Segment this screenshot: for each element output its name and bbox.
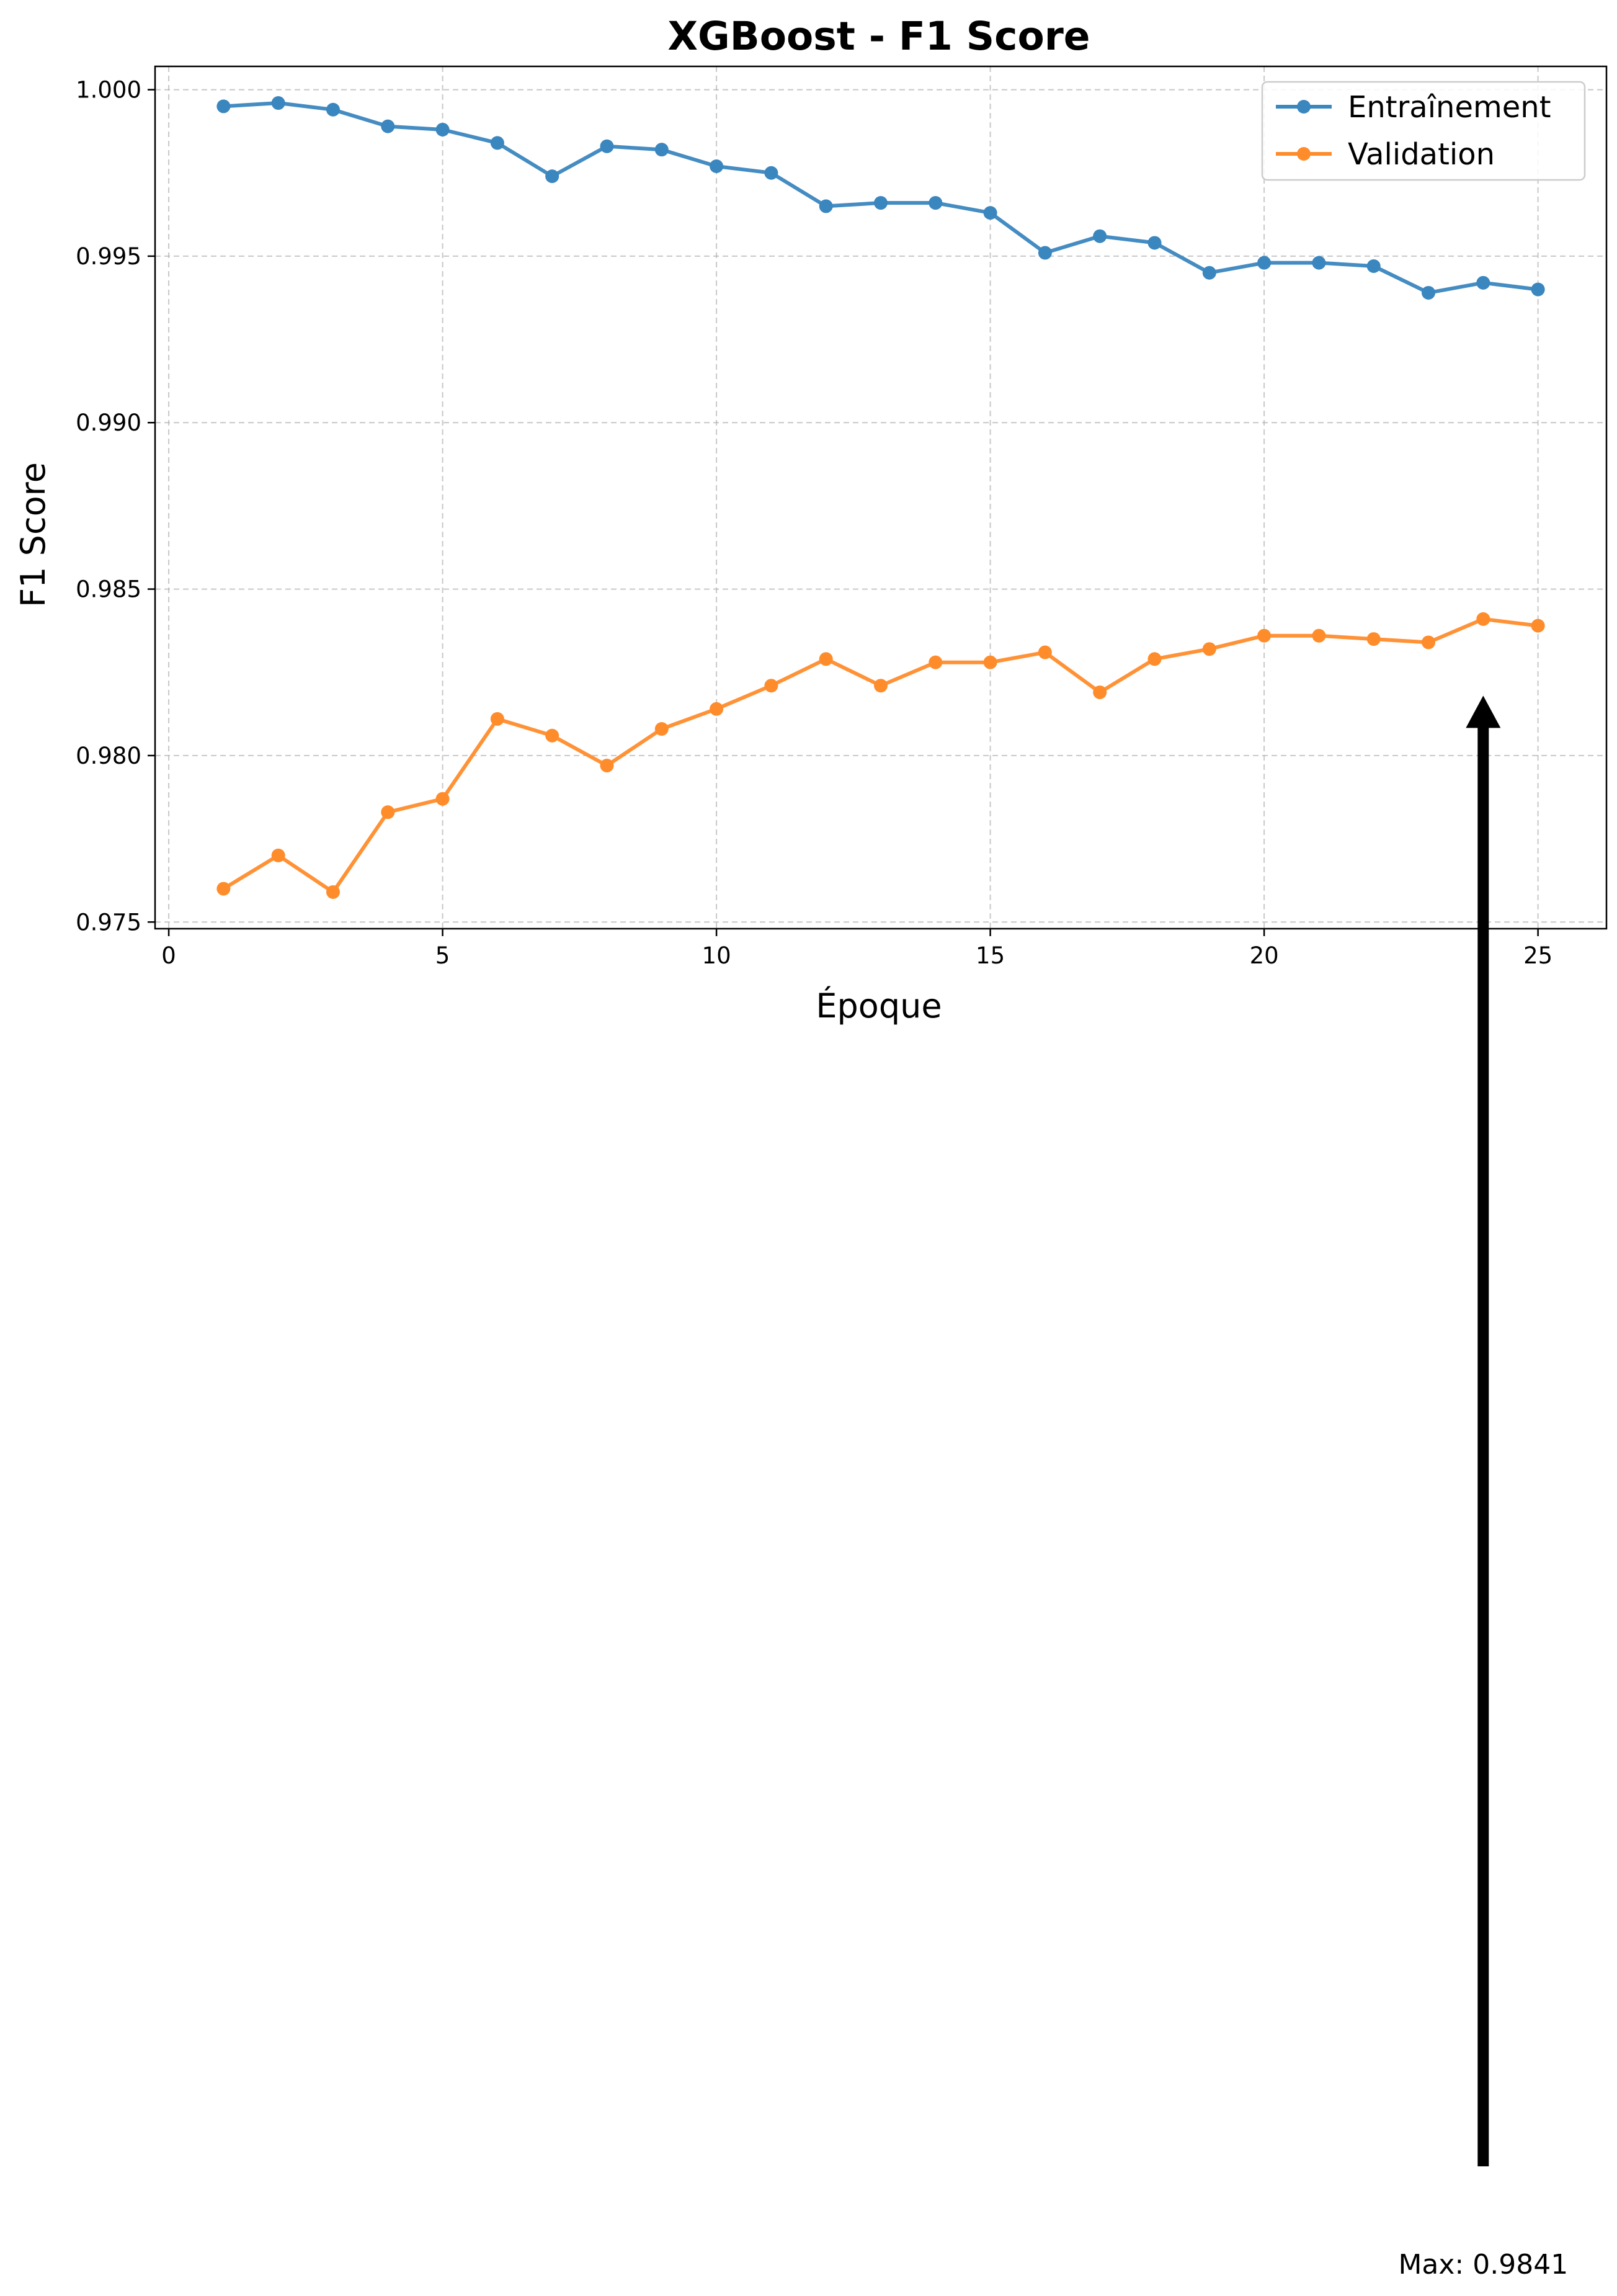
training-point [1312, 256, 1326, 270]
annotation-text: Max: 0.9841 [1398, 2249, 1568, 2280]
validation-point [326, 885, 340, 899]
training-point [216, 99, 231, 114]
validation-point [1476, 612, 1490, 626]
plot-area [155, 66, 1606, 929]
validation-point [1257, 628, 1272, 643]
training-series [216, 96, 1545, 300]
x-tick-label: 20 [1250, 942, 1279, 969]
validation-point [545, 728, 559, 743]
y-tick-label: 0.985 [76, 576, 141, 603]
y-axis-ticks: 0.975 0.980 0.985 0.990 0.995 1.000 [76, 77, 155, 936]
validation-point [600, 759, 614, 773]
validation-point [1038, 645, 1052, 659]
training-point [819, 199, 833, 213]
validation-point [1093, 685, 1107, 699]
training-point [435, 122, 450, 136]
chart-title: XGBoost - F1 Score [667, 14, 1090, 59]
training-point [1366, 259, 1381, 274]
validation-point [490, 712, 504, 726]
legend-label-validation: Validation [1348, 137, 1495, 172]
validation-point [1312, 628, 1326, 643]
y-axis-label: F1 Score [14, 462, 53, 607]
grid-lines [155, 66, 1606, 929]
training-point [490, 136, 504, 150]
training-point [326, 102, 340, 117]
training-point [1038, 246, 1052, 260]
validation-point [381, 805, 395, 820]
series-layer [216, 96, 1545, 899]
legend: Entraînement Validation [1261, 81, 1586, 181]
validation-point [1147, 652, 1162, 666]
training-point [764, 166, 778, 180]
training-point [983, 206, 997, 220]
validation-point [1531, 619, 1545, 633]
validation-point [1366, 632, 1381, 646]
validation-point [654, 721, 669, 736]
x-tick-label: 5 [435, 942, 450, 969]
training-point [1093, 229, 1107, 243]
validation-point [1422, 635, 1436, 650]
validation-point [764, 679, 778, 693]
validation-series [216, 612, 1545, 899]
training-point [271, 96, 285, 110]
training-point [545, 169, 559, 184]
x-tick-label: 0 [161, 942, 176, 969]
validation-point [271, 848, 285, 862]
training-point [1257, 256, 1272, 270]
validation-point [983, 655, 997, 669]
y-tick-label: 0.995 [76, 243, 141, 270]
validation-point [710, 702, 724, 716]
annotation-arrow-head [1466, 695, 1501, 728]
legend-marker-validation [1297, 147, 1311, 161]
x-axis-ticks: 0 5 10 15 20 25 [161, 929, 1552, 969]
y-tick-label: 1.000 [76, 77, 141, 104]
x-tick-label: 25 [1523, 942, 1552, 969]
training-point [1476, 275, 1490, 290]
training-point [1531, 282, 1545, 297]
y-tick-label: 0.975 [76, 909, 141, 936]
validation-point [874, 679, 888, 693]
validation-point [435, 792, 450, 806]
max-annotation: Max: 0.9841 [1398, 695, 1568, 2280]
x-tick-label: 15 [976, 942, 1005, 969]
x-axis-label: Époque [816, 986, 942, 1025]
training-point [600, 139, 614, 153]
x-tick-label: 10 [702, 942, 731, 969]
validation-point [929, 655, 943, 669]
training-point [874, 196, 888, 210]
y-tick-label: 0.980 [76, 743, 141, 769]
validation-point [1202, 642, 1216, 656]
y-tick-label: 0.990 [76, 409, 141, 436]
validation-point [216, 882, 231, 896]
training-point [710, 159, 724, 174]
legend-label-training: Entraînement [1348, 90, 1551, 125]
training-point [381, 119, 395, 133]
plot-frame [154, 65, 1608, 930]
validation-point [819, 652, 833, 666]
training-point [929, 196, 943, 210]
training-point [654, 143, 669, 157]
legend-marker-training [1297, 100, 1311, 114]
training-point [1422, 285, 1436, 300]
training-point [1202, 266, 1216, 280]
training-point [1147, 236, 1162, 250]
legend-item-validation: Validation [1276, 137, 1495, 172]
legend-item-training: Entraînement [1276, 90, 1551, 125]
legend-box [1261, 81, 1586, 181]
